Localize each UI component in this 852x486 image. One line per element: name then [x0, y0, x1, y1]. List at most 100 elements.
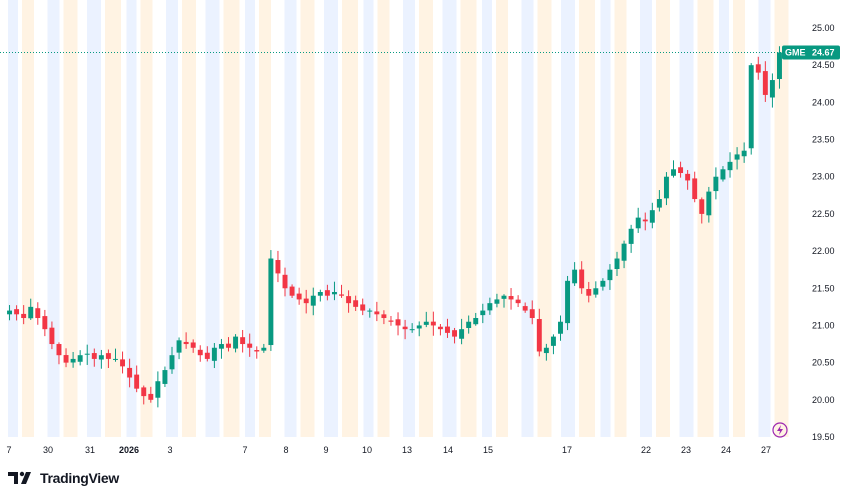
x-tick-label: 17: [562, 445, 572, 455]
y-tick-label: 22.00: [812, 246, 835, 256]
price-axis[interactable]: 25.00 24.50 24.00 23.50 23.00 22.50 22.00 21.50…: [812, 23, 835, 442]
candle-body: [727, 161, 733, 171]
x-tick-label: 9: [323, 445, 328, 455]
candle: [614, 251, 620, 277]
candle: [699, 197, 705, 224]
candle-body: [741, 150, 747, 157]
candle: [7, 305, 13, 321]
candle: [381, 310, 387, 325]
candle: [550, 334, 556, 355]
candle-body: [416, 325, 422, 329]
candle-body: [755, 64, 761, 73]
candle: [162, 366, 168, 388]
candle: [70, 351, 76, 368]
brand-name: TradingView: [40, 469, 119, 486]
candle: [423, 311, 429, 328]
afterhours-band: [377, 0, 390, 437]
candle: [120, 351, 126, 374]
candle: [671, 160, 676, 178]
candle-body: [367, 310, 373, 312]
y-tick-label: 22.50: [812, 209, 835, 219]
candle: [741, 142, 747, 163]
candle: [374, 301, 380, 322]
tradingview-logo[interactable]: TradingView: [8, 469, 119, 486]
candle: [148, 386, 154, 403]
premarket-band: [442, 0, 457, 437]
time-axis[interactable]: 7 30 31 2026 3 7 8 9 10 13 14 15 17 22 23 24 27: [6, 445, 771, 455]
candle: [169, 346, 175, 374]
candle-body: [593, 288, 599, 295]
x-tick-label: 31: [85, 445, 95, 455]
candle-body: [543, 347, 549, 354]
y-tick-label: 20.00: [812, 395, 835, 405]
candle: [776, 46, 782, 89]
candle: [494, 293, 500, 308]
afterhours-band: [105, 0, 121, 437]
candle: [289, 284, 295, 298]
candle-body: [98, 355, 104, 360]
candle: [734, 147, 740, 170]
candle-body: [268, 258, 274, 346]
candle-body: [70, 358, 76, 363]
candle: [748, 63, 754, 155]
candle: [487, 297, 493, 315]
candle: [63, 348, 69, 368]
candle-body: [155, 381, 161, 398]
afterhours-band: [537, 0, 552, 437]
candle-body: [303, 298, 309, 304]
candle: [218, 338, 224, 359]
candle: [480, 303, 486, 324]
y-tick-label: 21.50: [812, 283, 835, 293]
afterhours-band: [223, 0, 240, 437]
candle: [586, 281, 592, 303]
candle-body: [579, 269, 585, 289]
candle-body: [692, 178, 698, 200]
candle-body: [49, 327, 55, 345]
candle-body: [317, 291, 323, 296]
candle: [416, 321, 422, 337]
candle: [247, 333, 253, 357]
y-tick-label: 23.00: [812, 172, 835, 182]
badge-symbol: GME: [785, 48, 806, 58]
candle-body: [663, 176, 669, 199]
candle-body: [720, 169, 726, 180]
candle-body: [310, 295, 316, 306]
candle: [762, 61, 768, 102]
price-chart[interactable]: 25.00 24.50 24.00 23.50 23.00 22.50 22.00 21.50…: [0, 0, 852, 470]
candle: [226, 337, 231, 352]
candle: [388, 316, 394, 326]
afterhours-band: [733, 0, 745, 437]
candle-body: [522, 306, 528, 311]
candle-body: [600, 280, 606, 287]
premarket-band: [324, 0, 338, 437]
candle-body: [508, 296, 514, 300]
last-price-badge: GME 24.67: [782, 45, 840, 60]
premarket-band: [87, 0, 101, 437]
candle-body: [402, 326, 408, 330]
candle-body: [671, 169, 676, 176]
afterhours-band: [140, 0, 153, 437]
x-tick-label: 23: [681, 445, 691, 455]
candle-body: [515, 299, 521, 304]
candle: [360, 298, 366, 316]
lightning-icon[interactable]: [772, 422, 788, 438]
candle-body: [91, 353, 97, 359]
candle: [685, 169, 691, 190]
candle: [706, 186, 712, 223]
afterhours-band: [697, 0, 714, 437]
candle-body: [558, 321, 563, 334]
candle: [56, 342, 62, 365]
candle: [445, 318, 450, 338]
candle-body: [649, 210, 655, 223]
candle-body: [275, 260, 281, 274]
afterhours-band: [63, 0, 78, 437]
candle-body: [105, 353, 111, 359]
premarket-band: [284, 0, 297, 437]
candle: [42, 309, 48, 337]
premarket-band: [600, 0, 611, 437]
candle: [437, 324, 443, 336]
candle: [529, 300, 535, 325]
candle-body: [14, 309, 20, 315]
candle: [656, 190, 662, 212]
candle-body: [127, 367, 133, 378]
